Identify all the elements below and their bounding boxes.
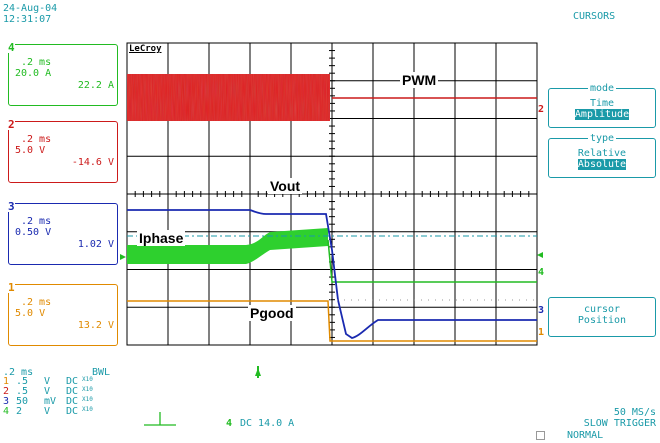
trigger-level-marker [537,252,543,258]
settings-row-4-probe: X10 [82,406,93,413]
channel-4-box[interactable]: 4 .2 ms 20.0 A 22.2 A [8,41,118,106]
trigger-mode: SLOW TRIGGER [583,418,656,429]
channel-1-value: 13.2 V [77,320,114,331]
settings-row-1-coupling: DC [66,376,79,387]
settings-row-2-unit: V [44,386,51,397]
channel-4-scale: 20.0 A [15,68,52,79]
marker-ch2: 2 [538,104,545,115]
pgood-trace [127,300,537,342]
vout-trace [127,209,537,339]
channel-3-scale: 0.50 V [15,227,52,238]
channel-2-value: -14.6 V [71,157,114,168]
mode-menu-title: mode [587,83,617,94]
settings-row-1-unit: V [44,376,51,387]
iphase-trace-band [127,228,328,264]
pwm-label: PWM [400,72,439,88]
settings-row-1-scale: .5 [16,376,29,387]
pwm-trace-noise [127,74,330,121]
brand-logo: LeCroy [129,44,162,54]
sample-rate: 50 MS/s [613,407,656,418]
iphase-label: Iphase [137,230,186,246]
trigger-level: DC 14.0 A [240,418,295,429]
cursor-position-line2: Position [577,315,627,326]
type-option-relative[interactable]: Relative [577,148,627,159]
settings-row-4-channel: 4 [3,406,10,417]
time-label: 12:31:07 [3,14,52,25]
mode-menu[interactable]: mode Time Amplitude [548,83,656,128]
channel-3-number: 3 [8,200,15,213]
settings-row-3-channel: 3 [3,396,10,407]
settings-row-2-scale: .5 [16,386,29,397]
settings-row-2-coupling: DC [66,386,79,397]
vout-label: Vout [268,178,303,194]
type-menu[interactable]: type Relative Absolute [548,133,656,178]
pgood-label: Pgood [248,305,296,321]
channel-1-scale: 5.0 V [15,308,46,319]
mode-title: CURSORS [573,11,616,22]
channel-4-value: 22.2 A [77,80,114,91]
marker-ch4: 4 [538,267,545,278]
channel-2-box[interactable]: 2 .2 ms 5.0 V -14.6 V [8,118,118,183]
settings-row-3-unit: mV [44,396,57,407]
cursor-position-button[interactable]: cursor Position [548,297,656,337]
trigger-state: NORMAL [567,430,604,441]
settings-timebase: .2 ms [3,367,34,378]
type-menu-title: type [587,133,617,144]
channel-1-number: 1 [8,281,15,294]
settings-row-4-coupling: DC [66,406,79,417]
channel-3-timebase: .2 ms [21,216,52,227]
trigger-slope-icon [144,412,176,426]
channel-3-box[interactable]: 3 .2 ms 0.50 V 1.02 V [8,200,118,265]
channel-1-timebase: .2 ms [21,297,52,308]
channel-2-timebase: .2 ms [21,134,52,145]
trigger-channel: 4 [226,418,233,429]
iphase-trace-line [327,239,537,283]
mode-option-amplitude[interactable]: Amplitude [574,109,630,120]
settings-row-1-channel: 1 [3,376,10,387]
settings-row-3-scale: 50 [16,396,29,407]
settings-row-4-scale: 2 [16,406,23,417]
channel-4-number: 4 [8,41,15,54]
settings-row-1-probe: X10 [82,376,93,383]
channel-1-box[interactable]: 1 .2 ms 5.0 V 13.2 V [8,281,118,346]
settings-bwl: BWL [92,367,111,378]
cursor-position-line1: cursor [583,304,621,315]
marker-ch1: 1 [538,327,545,338]
trigger-status-indicator [536,431,545,440]
settings-row-2-channel: 2 [3,386,10,397]
channel-3-value: 1.02 V [77,239,114,250]
settings-row-4-unit: V [44,406,51,417]
mode-option-time[interactable]: Time [589,98,615,109]
channel-2-number: 2 [8,118,15,131]
channel-4-timebase: .2 ms [21,57,52,68]
date-label: 24-Aug-04 [3,3,58,14]
marker-ch3: 3 [538,305,545,316]
channel-2-scale: 5.0 V [15,145,46,156]
type-option-absolute[interactable]: Absolute [577,159,627,170]
settings-row-2-probe: X10 [82,386,93,393]
settings-row-3-coupling: DC [66,396,79,407]
ground-marker-left [120,254,126,260]
settings-row-3-probe: X10 [82,396,93,403]
